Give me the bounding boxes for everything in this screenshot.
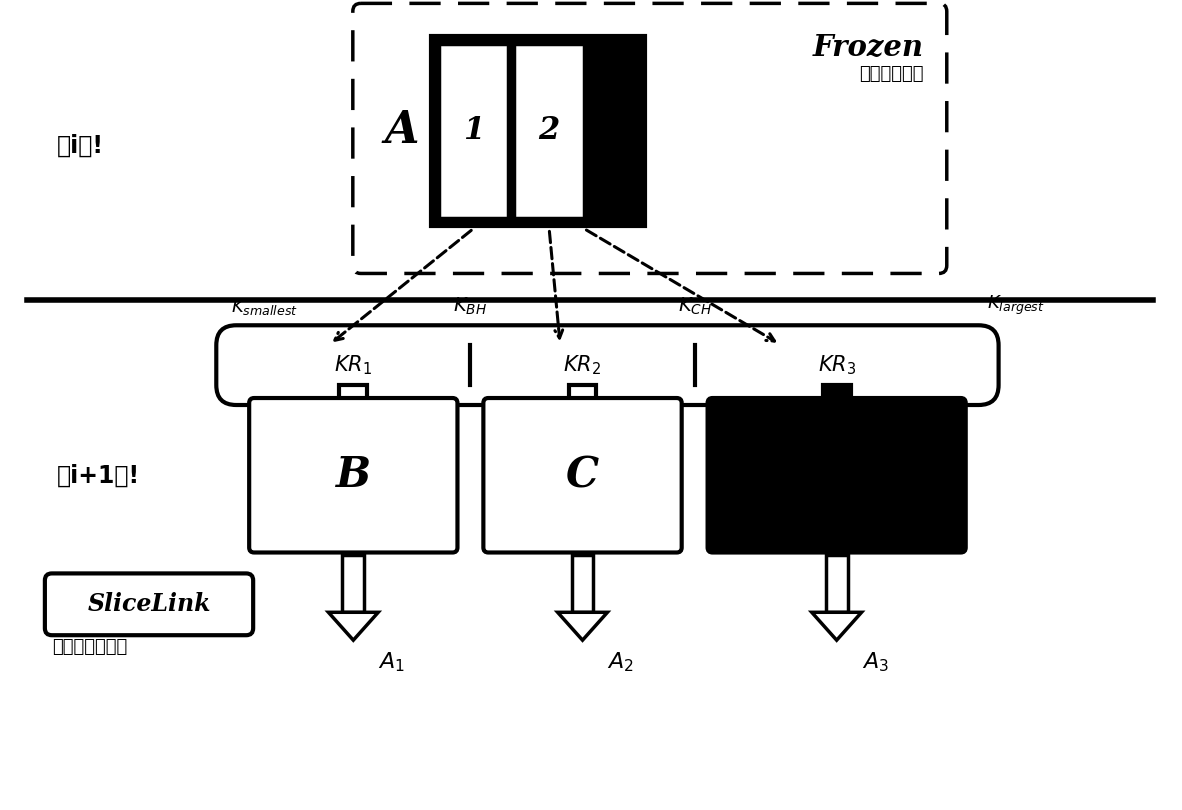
Polygon shape xyxy=(329,612,378,640)
Text: $\mathit{KR}_2$: $\mathit{KR}_2$ xyxy=(564,353,602,377)
Bar xyxy=(823,385,851,403)
Text: $\mathit{KR}_3$: $\mathit{KR}_3$ xyxy=(818,353,856,377)
Text: $K_{\mathit{CH}}$: $K_{\mathit{CH}}$ xyxy=(677,296,712,318)
Text: $K_{\mathit{largest}}$: $K_{\mathit{largest}}$ xyxy=(987,294,1045,318)
Bar xyxy=(569,385,597,403)
Text: $A_3$: $A_3$ xyxy=(862,650,889,674)
Polygon shape xyxy=(812,612,862,640)
FancyBboxPatch shape xyxy=(45,573,253,635)
Text: 2: 2 xyxy=(539,116,560,147)
FancyBboxPatch shape xyxy=(249,398,457,552)
Bar xyxy=(514,45,584,218)
Bar xyxy=(572,556,593,612)
FancyBboxPatch shape xyxy=(430,36,645,226)
Text: 第i层!: 第i层! xyxy=(57,134,104,158)
Text: $K_{\mathit{smallest}}$: $K_{\mathit{smallest}}$ xyxy=(232,297,298,318)
Text: SliceLink: SliceLink xyxy=(87,592,210,616)
Text: $\mathit{KR}_1$: $\mathit{KR}_1$ xyxy=(335,353,372,377)
Text: 1: 1 xyxy=(463,116,485,147)
FancyBboxPatch shape xyxy=(708,398,966,552)
Text: A: A xyxy=(384,109,418,152)
Text: $A_1$: $A_1$ xyxy=(378,650,405,674)
FancyBboxPatch shape xyxy=(483,398,682,552)
Polygon shape xyxy=(558,612,608,640)
FancyBboxPatch shape xyxy=(216,326,999,405)
Text: Frozen: Frozen xyxy=(813,33,924,62)
Text: B: B xyxy=(336,454,371,497)
Text: $A_2$: $A_2$ xyxy=(608,650,634,674)
Bar xyxy=(826,556,847,612)
Bar xyxy=(439,45,508,218)
Bar xyxy=(339,385,368,403)
Text: $K_{\mathit{BH}}$: $K_{\mathit{BH}}$ xyxy=(454,296,487,318)
Bar xyxy=(343,556,364,612)
Text: 第i+1层!: 第i+1层! xyxy=(57,463,139,488)
Text: C: C xyxy=(566,454,599,497)
Text: （链接元数据）: （链接元数据） xyxy=(52,638,128,656)
Text: （冻结状态）: （冻结状态） xyxy=(859,65,924,83)
